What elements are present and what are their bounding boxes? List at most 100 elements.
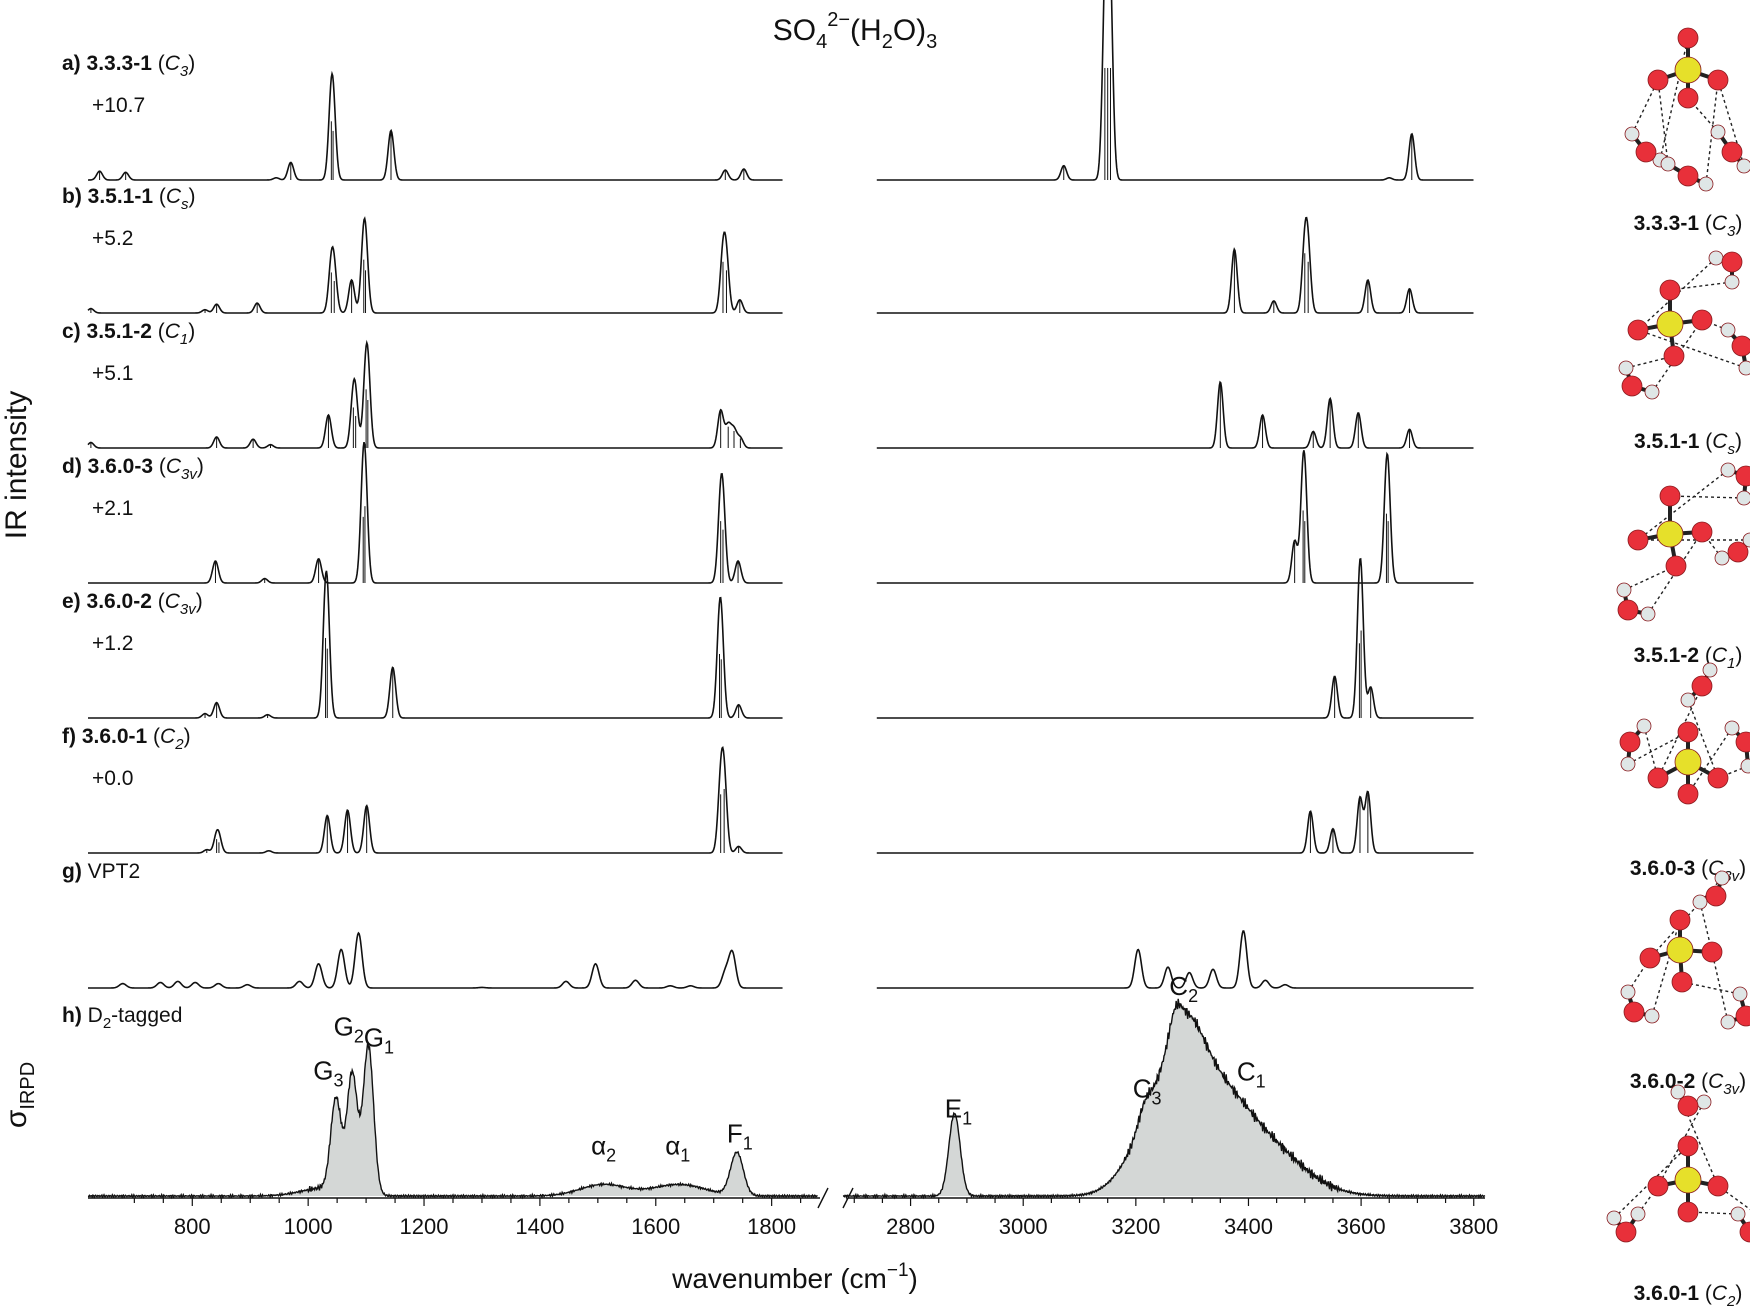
oxygen-atom [1669, 909, 1691, 931]
oxygen-atom [1677, 1201, 1699, 1223]
spectrum-curve [876, 557, 1474, 719]
spectrum-curve [88, 441, 783, 584]
panel-label: h) D2-tagged [62, 1004, 182, 1032]
spectrum-curve [876, 450, 1474, 584]
panel-label: g) VPT2 [62, 860, 140, 883]
hydrogen-atom [1696, 1094, 1712, 1110]
spectrum-curve [87, 216, 783, 314]
spectrum-curve [876, 216, 1474, 314]
hydrogen-bond [1711, 951, 1729, 1023]
oxygen-atom [1707, 1175, 1729, 1197]
sulfur-atom [1656, 310, 1684, 338]
oxygen-atom [1691, 675, 1713, 697]
hydrogen-atom [1736, 158, 1750, 174]
hydrogen-atom [1714, 870, 1730, 886]
structure-label: 3.5.1-1 (Cs) [1634, 430, 1742, 458]
panel-label: b) 3.5.1-1 (Cs) [62, 185, 196, 213]
spectrum-curve [87, 70, 783, 181]
structure-label: 3.6.0-3 (C3v) [1630, 857, 1746, 885]
hydrogen-atom [1738, 360, 1750, 376]
panel-b: b) 3.5.1-1 (Cs) +5.2 [62, 185, 1474, 314]
peak-annotation: G2 [334, 1011, 364, 1046]
panel-energy: +1.2 [92, 632, 133, 655]
structure-3.6.0-2: 3.6.0-2 (C3v) [1620, 870, 1750, 1098]
oxygen-atom [1701, 941, 1723, 963]
sulfur-atom [1674, 56, 1702, 84]
spectrum-curve [88, 570, 783, 719]
panel-e: e) 3.6.0-2 (C3v) +1.2 [62, 557, 1474, 719]
hydrogen-bond [1701, 319, 1729, 331]
hydrogen-atom [1724, 274, 1740, 290]
hydrogen-atom [1680, 692, 1696, 708]
hydrogen-atom [1624, 126, 1640, 142]
hydrogen-atom [1720, 462, 1736, 478]
oxygen-atom [1731, 335, 1750, 357]
panel-energy: +10.7 [92, 94, 145, 117]
oxygen-atom [1677, 1135, 1699, 1157]
hydrogen-atom [1630, 1206, 1646, 1222]
oxygen-atom [1677, 27, 1699, 49]
hydrogen-atom [1616, 582, 1632, 598]
spectrum-curve [876, 930, 1474, 989]
oxygen-atom [1739, 1221, 1750, 1243]
oxygen-atom [1707, 767, 1729, 789]
panel-label: c) 3.5.1-2 (C1) [62, 320, 195, 348]
hydrogen-atom [1660, 156, 1676, 172]
oxygen-atom [1617, 599, 1639, 621]
panel-label: f) 3.6.0-1 (C2) [62, 725, 191, 753]
oxygen-atom [1663, 345, 1685, 367]
oxygen-atom [1677, 87, 1699, 109]
panel-c: c) 3.5.1-2 (C1) +5.1 [62, 320, 1474, 449]
x-tick-label: 1000 [284, 1214, 333, 1239]
hydrogen-bond [1637, 469, 1729, 541]
structure-3.6.0-3: 3.6.0-3 (C3v) [1619, 662, 1750, 885]
oxygen-atom [1727, 541, 1749, 563]
panel-a: a) 3.3.3-1 (C3) +10.7 [62, 0, 1474, 181]
hydrogen-atom [1640, 606, 1656, 622]
oxygen-atom [1735, 465, 1750, 487]
structure-label: 3.6.0-2 (C3v) [1630, 1070, 1746, 1098]
oxygen-atom [1691, 521, 1713, 543]
hydrogen-bond [1637, 329, 1747, 369]
x-axis-label: wavenumber (cm−1) [671, 1260, 918, 1294]
peak-annotation: C1 [1237, 1057, 1266, 1092]
oxygen-atom [1707, 69, 1729, 91]
oxygen-atom [1647, 1175, 1669, 1197]
oxygen-atom [1621, 375, 1643, 397]
hydrogen-atom [1644, 384, 1660, 400]
x-tick-label: 1200 [400, 1214, 449, 1239]
hydrogen-atom [1724, 720, 1740, 736]
hydrogen-atom [1710, 124, 1726, 140]
oxygen-atom [1615, 1221, 1637, 1243]
hydrogen-atom [1670, 1084, 1686, 1100]
sulfur-atom [1674, 748, 1702, 776]
hydrogen-atom [1692, 894, 1708, 910]
panel-f: f) 3.6.0-1 (C2) +0.0 [62, 725, 1474, 854]
spectrum-curve [876, 380, 1474, 449]
peak-annotation: G3 [313, 1056, 343, 1091]
panel-energy: +5.2 [92, 227, 133, 250]
oxygen-atom [1639, 947, 1661, 969]
spectrum-curve [876, 790, 1474, 854]
x-tick-label: 3200 [1111, 1214, 1160, 1239]
hydrogen-bond [1651, 919, 1681, 1017]
oxygen-atom [1677, 783, 1699, 805]
oxygen-atom [1677, 1095, 1699, 1117]
oxygen-atom [1627, 529, 1649, 551]
hydrogen-bond [1613, 1145, 1689, 1219]
panel-d: d) 3.6.0-3 (C3v) +2.1 [62, 441, 1474, 584]
peak-annotation: E1 [945, 1093, 972, 1128]
structure-label: 3.6.0-1 (C2) [1634, 1282, 1743, 1308]
spectrum-curve [87, 339, 783, 449]
peak-annotation: G1 [364, 1023, 394, 1058]
peak-annotation: α2 [591, 1130, 616, 1165]
oxygen-atom [1635, 141, 1657, 163]
oxygen-atom [1691, 309, 1713, 331]
hydrogen-atom [1644, 1008, 1660, 1024]
peak-annotation: F1 [727, 1119, 753, 1154]
x-tick-label: 3000 [999, 1214, 1048, 1239]
hydrogen-atom [1620, 756, 1636, 772]
x-tick-label: 1600 [631, 1214, 680, 1239]
panel-h: h) D2-tagged G3 G2 G1 α2 α1 F1 E1 C3 C2 C1 [62, 971, 1486, 1200]
hydrogen-atom [1736, 490, 1750, 506]
